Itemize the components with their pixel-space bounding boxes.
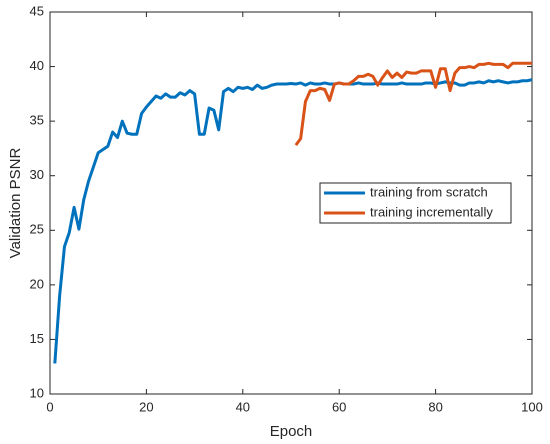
legend-box [319, 182, 512, 224]
x-tick-label: 100 [521, 399, 543, 414]
y-tick-label: 35 [30, 113, 44, 128]
y-tick-label: 15 [30, 331, 44, 346]
series-line [294, 61, 532, 147]
y-tick-label: 40 [30, 58, 44, 73]
y-tick-label: 30 [30, 167, 44, 182]
y-axis-label: Validation PSNR [7, 148, 24, 259]
legend-label: training from scratch [370, 184, 488, 199]
y-tick-label: 20 [30, 276, 44, 291]
x-tick-label: 40 [236, 399, 250, 414]
x-tick-label: 0 [46, 399, 53, 414]
y-tick-label: 25 [30, 222, 44, 237]
y-tick-label: 45 [30, 3, 44, 18]
x-axis-label: Epoch [270, 423, 313, 440]
x-tick-label: 60 [332, 399, 346, 414]
y-tick-label: 10 [30, 385, 44, 400]
x-tick-label: 20 [139, 399, 153, 414]
legend-label: training incrementally [370, 204, 493, 219]
x-tick-label: 80 [428, 399, 442, 414]
